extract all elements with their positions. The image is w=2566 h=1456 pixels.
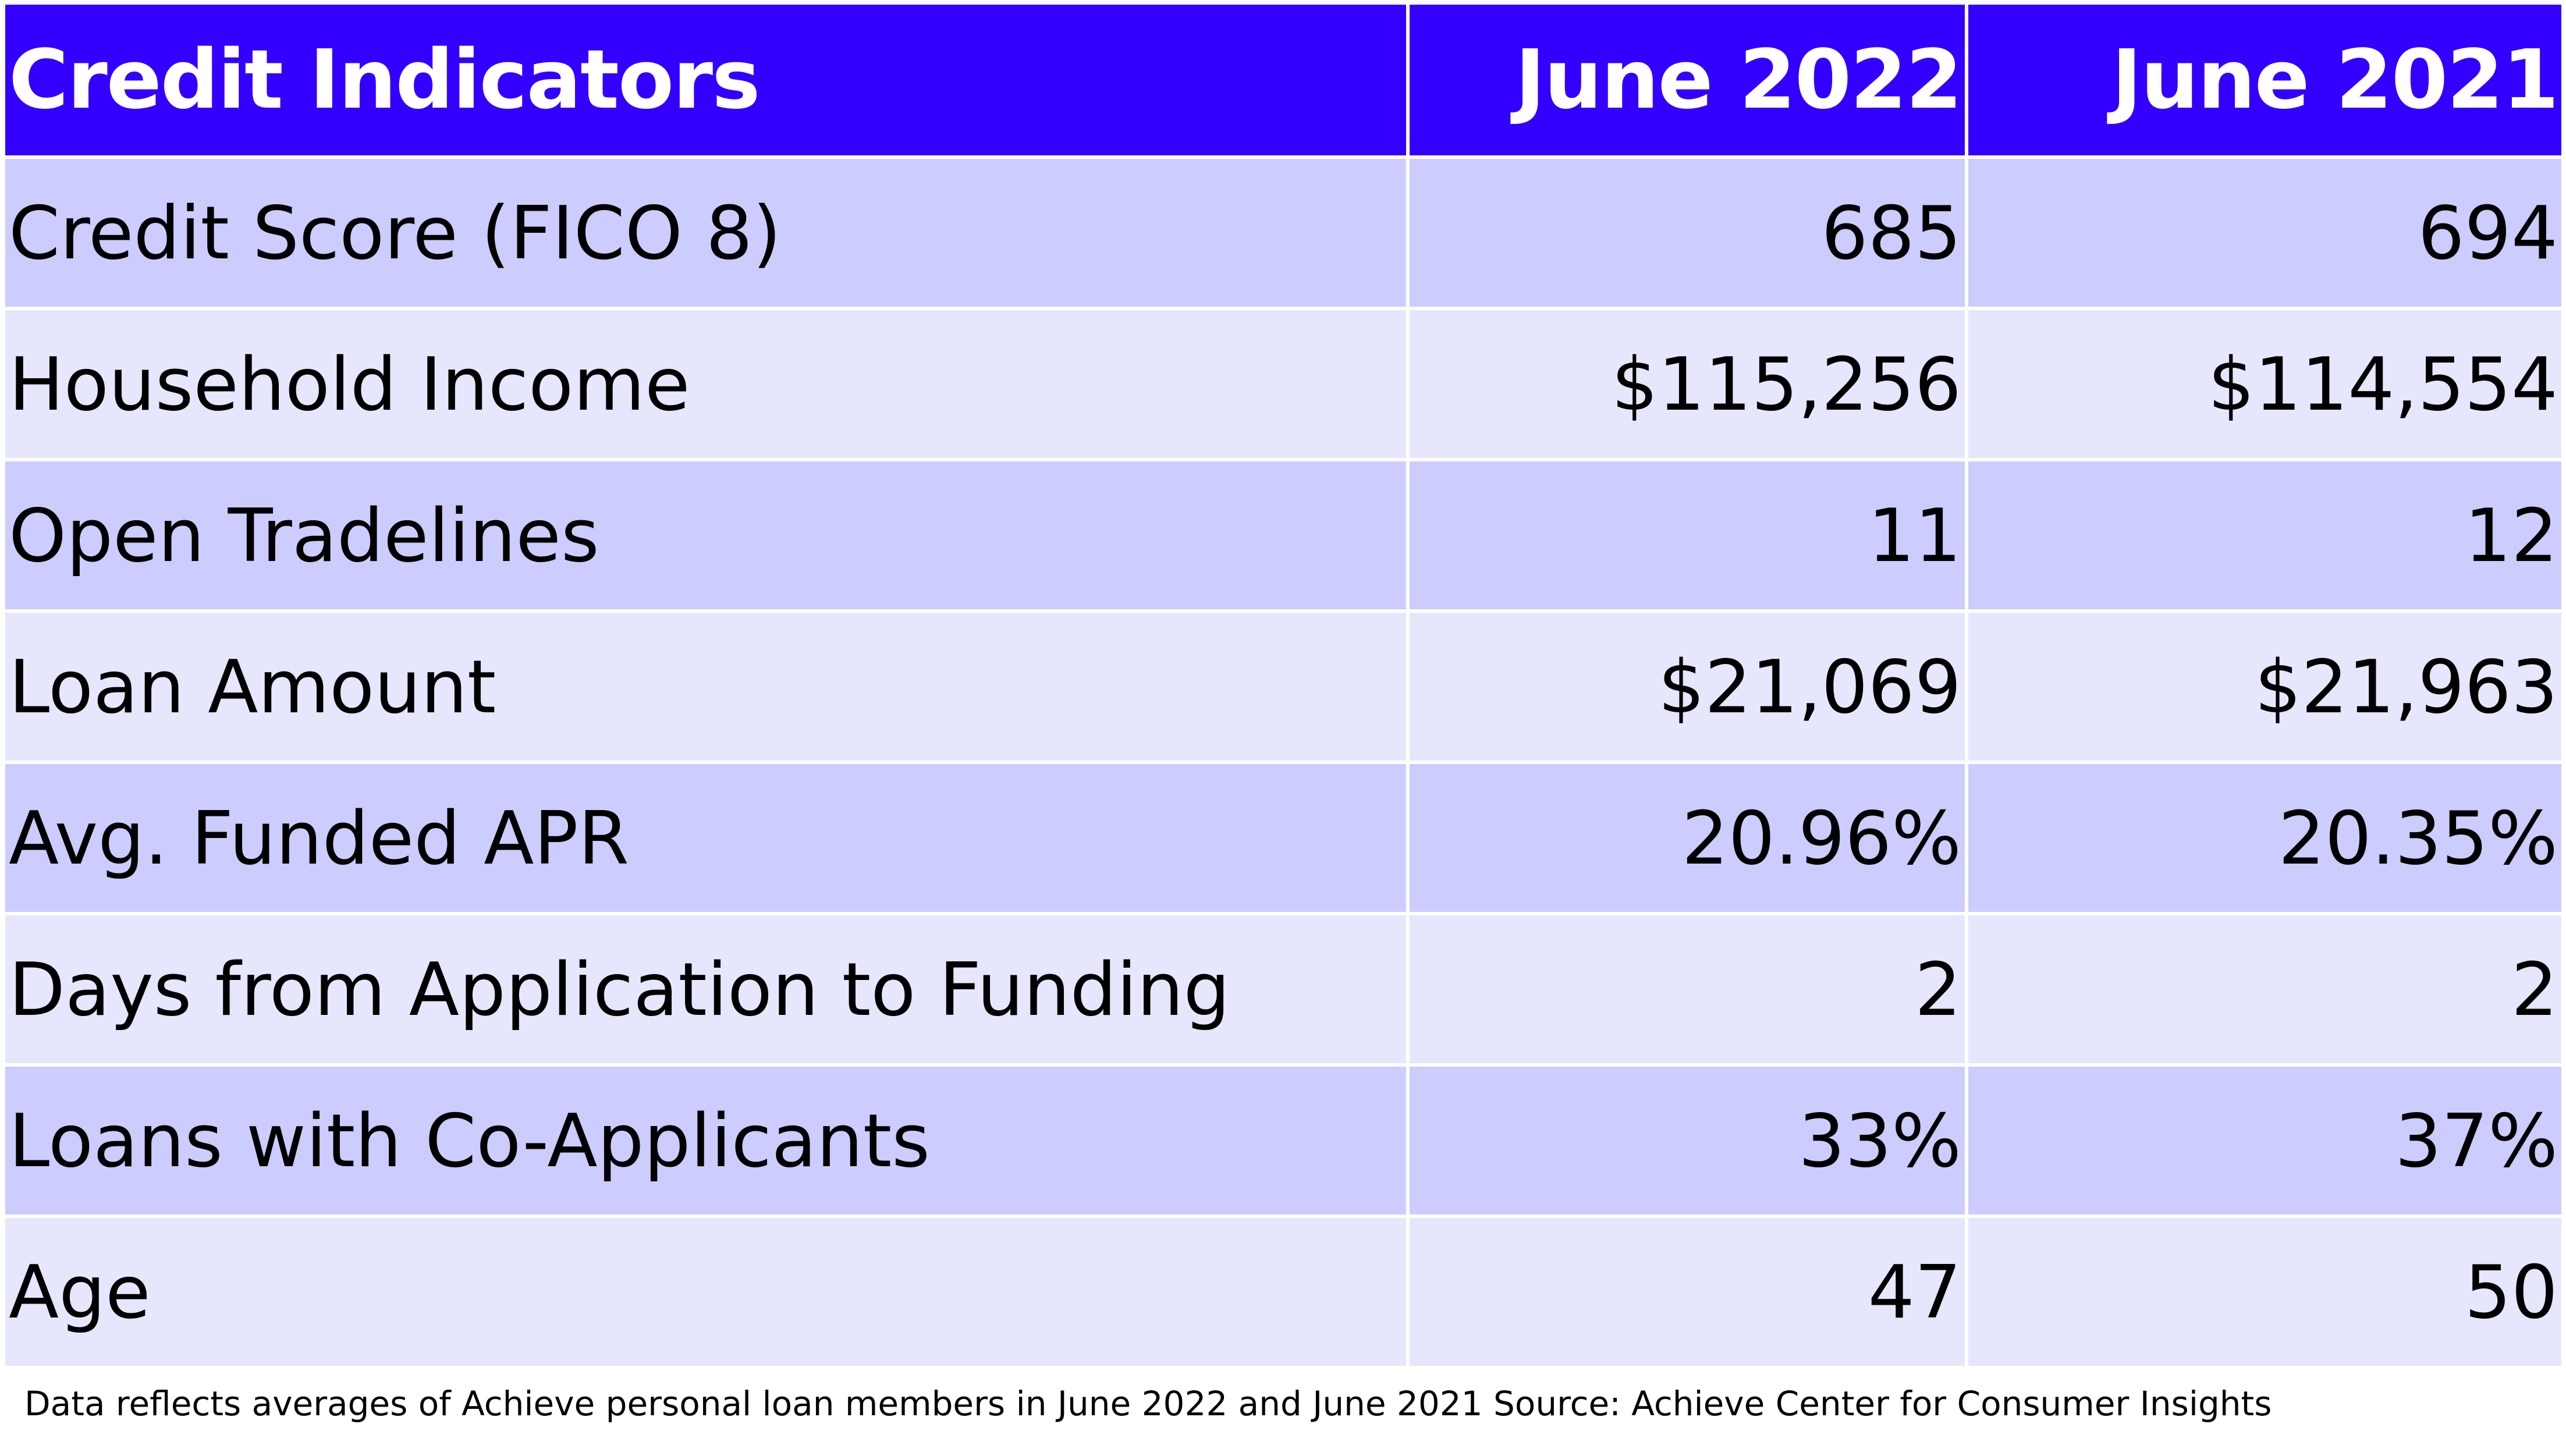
cell-june-2022: 685 [1408,157,1968,310]
table-row: Open Tradelines 11 12 [5,460,2561,613]
table-row: Loan Amount $21,069 $21,963 [5,611,2561,764]
row-label: Loan Amount [5,611,1410,764]
cell-june-2022: 33% [1408,1065,1968,1218]
cell-june-2022: $115,256 [1408,308,1968,461]
cell-june-2021: 694 [1967,157,2561,310]
header-june-2021: June 2021 [1967,5,2561,159]
header-june-2022: June 2022 [1408,5,1968,159]
cell-june-2022: 47 [1408,1216,1968,1369]
credit-indicators-table: Credit Indicators June 2022 June 2021 Cr… [5,5,2561,1369]
row-label: Loans with Co-Applicants [5,1065,1410,1218]
cell-june-2021: 37% [1967,1065,2561,1218]
cell-june-2021: 2 [1967,914,2561,1067]
table-row: Age 47 50 [5,1216,2561,1369]
table-header: Credit Indicators June 2022 June 2021 [5,5,2561,159]
table-row: Days from Application to Funding 2 2 [5,914,2561,1067]
table-row: Avg. Funded APR 20.96% 20.35% [5,762,2561,915]
table-row: Loans with Co-Applicants 33% 37% [5,1065,2561,1218]
cell-june-2021: $114,554 [1967,308,2561,461]
cell-june-2021: 50 [1967,1216,2561,1369]
row-label: Credit Score (FICO 8) [5,157,1410,310]
table-row: Credit Score (FICO 8) 685 694 [5,157,2561,310]
cell-june-2022: 11 [1408,460,1968,613]
cell-june-2021: 12 [1967,460,2561,613]
cell-june-2022: 2 [1408,914,1968,1067]
cell-june-2021: $21,963 [1967,611,2561,764]
source-footnote: Data reflects averages of Achieve person… [24,1384,2272,1423]
row-label: Household Income [5,308,1410,461]
cell-june-2022: 20.96% [1408,762,1968,915]
header-row: Credit Indicators June 2022 June 2021 [5,5,2561,159]
table-body: Credit Score (FICO 8) 685 694 Household … [5,157,2561,1369]
row-label: Days from Application to Funding [5,914,1410,1067]
header-credit-indicators: Credit Indicators [5,5,1410,159]
row-label: Avg. Funded APR [5,762,1410,915]
cell-june-2022: $21,069 [1408,611,1968,764]
cell-june-2021: 20.35% [1967,762,2561,915]
table-row: Household Income $115,256 $114,554 [5,308,2561,461]
row-label: Age [5,1216,1410,1369]
row-label: Open Tradelines [5,460,1410,613]
